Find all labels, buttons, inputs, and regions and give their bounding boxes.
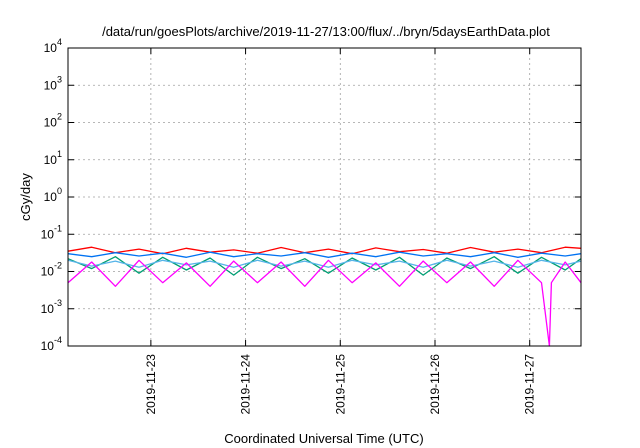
x-tick-label: 2019-11-25 [333,354,347,415]
series-line-5 [67,259,582,347]
y-tick-label: 100 [44,186,62,204]
y-tick-label: 10-3 [41,298,62,316]
series-line-4 [67,251,582,258]
y-tick-exponent: -3 [54,298,62,308]
y-tick-label: 10-1 [41,223,62,241]
x-tick-label: 2019-11-27 [523,354,537,415]
series-line-1 [67,246,582,255]
y-tick-exponent: -1 [54,223,62,233]
y-tick-label: 103 [44,74,62,92]
x-axis: 2019-11-23 2019-11-24 2019-11-25 2019-11-26… [144,48,537,415]
y-tick-exponent: -2 [54,261,62,271]
y-tick-exponent: -4 [54,335,62,345]
y-tick-exponent: 0 [57,186,62,196]
x-tick-label: 2019-11-23 [144,354,158,415]
y-tick-exponent: 4 [57,37,62,47]
y-tick-exponent: 2 [57,112,62,122]
y-tick-label: 104 [44,37,62,55]
chart-title: /data/run/goesPlots/archive/2019-11-27/1… [102,24,550,39]
y-tick-exponent: 3 [57,74,62,84]
y-tick-exponent: 1 [57,149,62,159]
x-axis-label: Coordinated Universal Time (UTC) [224,431,423,446]
y-tick-label: 102 [44,112,62,130]
x-tick-label: 2019-11-26 [428,354,442,415]
y-tick-label: 10-4 [41,335,62,353]
series-line-3 [67,259,582,268]
y-tick-label: 101 [44,149,62,167]
grid [68,48,581,346]
y-axis-label: cGy/day [18,173,33,221]
x-tick-label: 2019-11-24 [239,354,253,415]
series-group [67,246,582,347]
y-tick-label: 10-2 [41,261,62,279]
